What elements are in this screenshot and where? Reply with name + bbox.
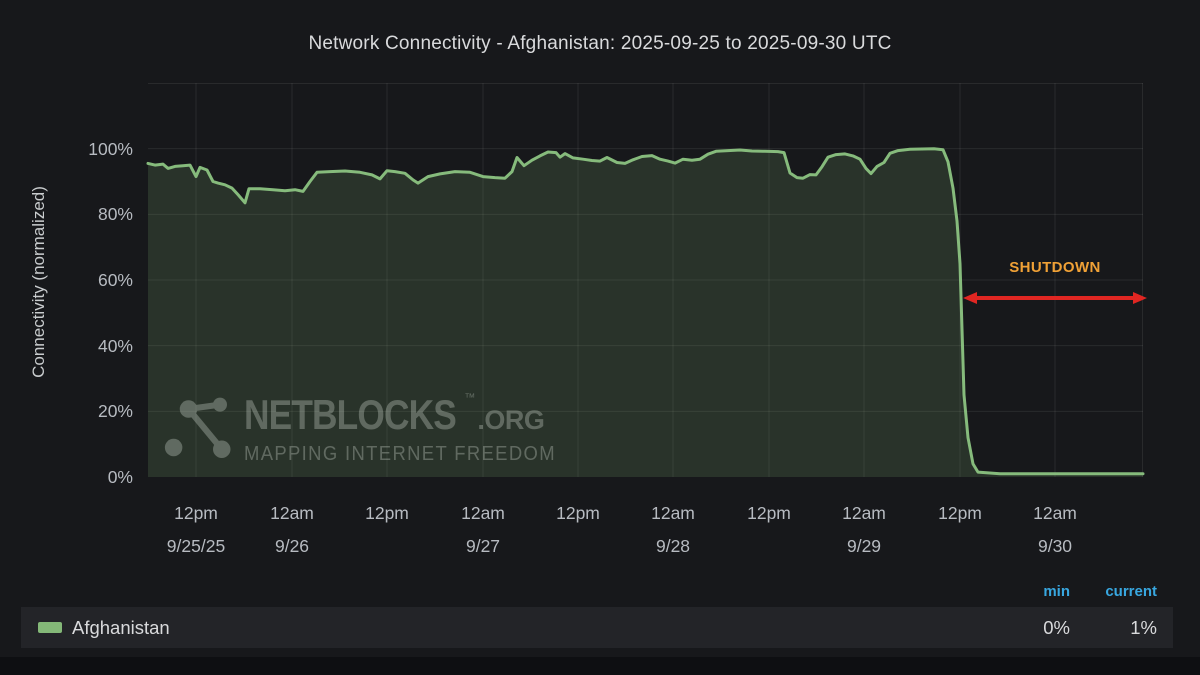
- legend-header-current[interactable]: current: [1105, 583, 1157, 600]
- x-tick-label: 12am 9/29: [842, 503, 886, 556]
- x-tick-label: 12pm: [556, 503, 600, 523]
- shutdown-arrow: [963, 292, 1147, 305]
- y-tick-label: 100%: [88, 138, 133, 159]
- x-tick-label: 12am 9/27: [461, 503, 505, 556]
- y-tick-label: 40%: [97, 335, 133, 356]
- y-tick-label: 0%: [107, 467, 133, 487]
- bottom-strip: [0, 657, 1200, 675]
- x-tick-label: 12pm: [938, 503, 982, 523]
- y-tick-label: 80%: [97, 204, 133, 225]
- x-tick-label: 12pm: [747, 503, 791, 523]
- x-tick-label: 12am 9/26: [270, 503, 314, 556]
- legend-current-value: 1%: [1130, 617, 1157, 638]
- legend-min-value: 0%: [1043, 617, 1070, 638]
- panel-title: Network Connectivity - Afghanistan: 2025…: [308, 33, 892, 54]
- series-line-afghanistan: [146, 147, 1145, 476]
- x-tick-label: 12am 9/28: [651, 503, 695, 556]
- shutdown-annotation-label: SHUTDOWN: [1009, 259, 1101, 276]
- x-tick-label: 12am 9/30: [1033, 503, 1077, 556]
- y-tick-label: 20%: [97, 401, 133, 422]
- legend-series-label[interactable]: Afghanistan: [72, 616, 170, 638]
- series-area-fill: [148, 148, 1143, 477]
- x-tick-label: 12pm: [365, 503, 409, 523]
- y-tick-label: 60%: [97, 270, 133, 290]
- x-tick-label: 12pm 9/25/25: [166, 503, 226, 556]
- chart-plot-area[interactable]: [146, 83, 1147, 477]
- legend-series-swatch[interactable]: [38, 622, 62, 633]
- legend-row[interactable]: Afghanistan: [21, 607, 1173, 648]
- legend-header-min[interactable]: min: [1043, 583, 1070, 600]
- gridlines: [148, 83, 1143, 477]
